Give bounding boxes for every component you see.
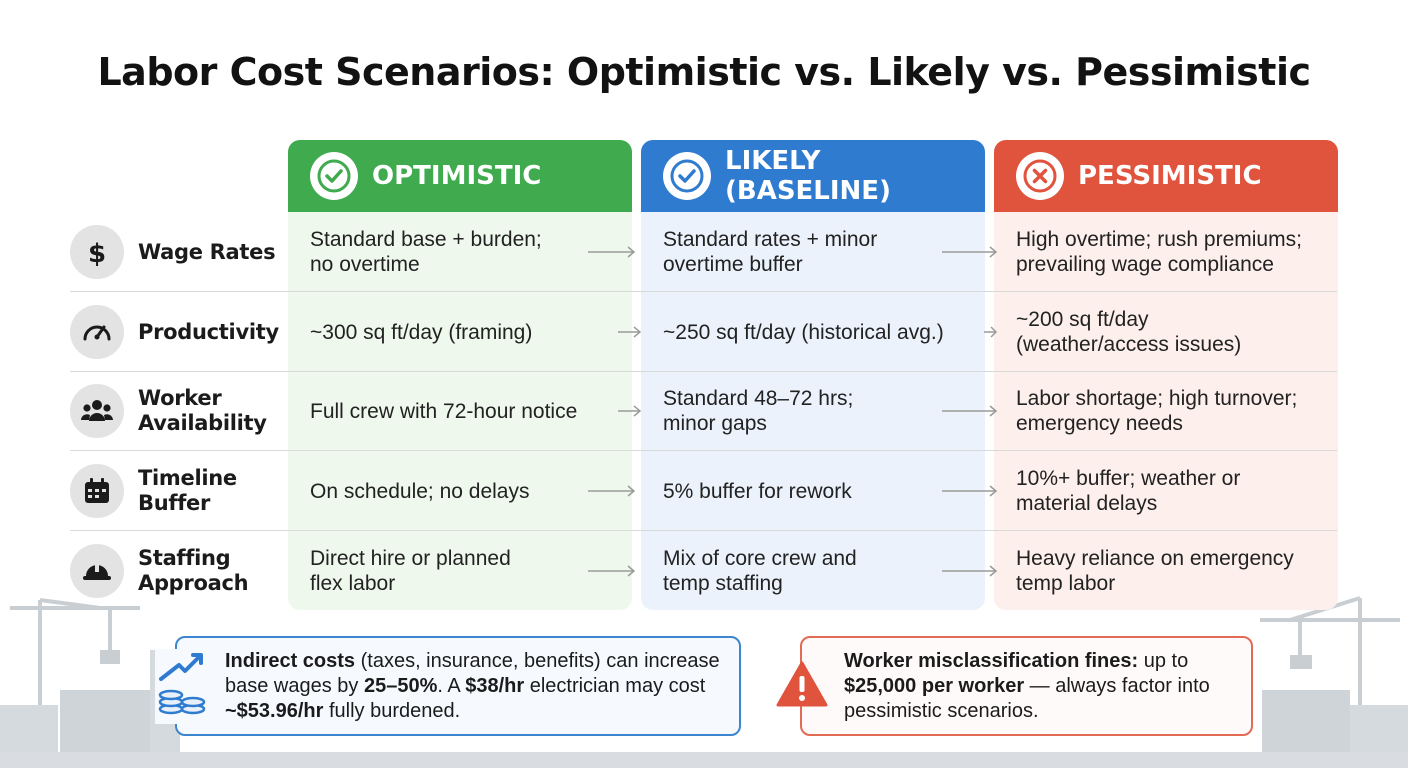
optimistic-cell: Standard base + burden; no overtime [310,228,542,276]
pessimistic-cell: ~200 sq ft/day (weather/access issues) [1016,308,1242,356]
row-label-text: Wage Rates [138,239,276,264]
row-label-text: Staffing Approach [138,546,249,595]
optimistic-cell: ~300 sq ft/day (framing) [310,320,533,344]
likely-cell: 5% buffer for rework [663,479,852,503]
arrow-right-icon [588,485,636,497]
arrow-right-icon [588,565,636,577]
arrow-right-icon [618,326,642,338]
table-row-wage-rates: $ Wage Rates Standard base + burden; no … [70,212,1337,292]
optimistic-column-background [288,140,632,610]
likely-column-label: LIKELY (BASELINE) [725,146,891,206]
indirect-costs-text-3: electrician may cost [524,674,706,697]
row-label-text: Worker Availability [138,386,267,435]
likely-cell: Standard rates + minor overtime buffer [663,228,878,276]
row-label-text: Timeline Buffer [138,466,237,515]
row-divider [70,371,1337,372]
speedometer-icon [70,305,124,359]
arrow-right-icon [942,565,998,577]
row-label: Staffing Approach [70,531,280,611]
row-label: Productivity [70,292,280,372]
row-label: Worker Availability [70,371,280,451]
optimistic-cell: Full crew with 72-hour notice [310,399,578,423]
misclassification-text: Worker misclassification fines: up to $2… [844,649,1251,724]
row-divider [70,450,1337,451]
people-icon [70,384,124,438]
likely-column-header: LIKELY (BASELINE) [641,140,985,212]
arrow-right-icon [618,405,642,417]
arrow-right-icon [942,405,998,417]
optimistic-column-label: OPTIMISTIC [372,161,542,191]
base-rate: $38/hr [465,674,525,697]
calendar-icon [70,464,124,518]
likely-cell: Mix of core crew and temp staffing [663,547,857,595]
pessimistic-cell: Labor shortage; high turnover; emergency… [1016,387,1298,435]
row-divider [70,530,1337,531]
burdened-rate: ~$53.96/hr [225,699,324,722]
row-divider [70,291,1337,292]
page-title: Labor Cost Scenarios: Optimistic vs. Lik… [97,50,1311,94]
table-row-productivity: Productivity ~300 sq ft/day (framing) ~2… [70,292,1337,372]
arrow-right-icon [942,485,998,497]
x-circle-icon [1016,152,1064,200]
optimistic-cell: On schedule; no delays [310,479,530,503]
svg-text:$: $ [88,239,106,267]
indirect-costs-text-1: (taxes, insurance, benefits) can increas… [225,649,720,697]
arrow-right-icon [984,326,998,338]
misclassification-warning-callout: Worker misclassification fines: up to $2… [776,636,1253,736]
check-circle-icon [663,152,711,200]
optimistic-cell: Direct hire or planned flex labor [310,547,511,595]
indirect-costs-percent: 25–50% [363,674,438,697]
table-row-timeline-buffer: Timeline Buffer On schedule; no delays 5… [70,451,1337,531]
row-label: $ Wage Rates [70,212,280,292]
table-row-worker-availability: Worker Availability Full crew with 72-ho… [70,371,1337,451]
pessimistic-column-header: PESSIMISTIC [994,140,1338,212]
indirect-costs-text-2: . A [437,674,466,697]
row-label-text: Productivity [138,319,279,344]
optimistic-column-header: OPTIMISTIC [288,140,632,212]
misclassification-text-2: — always factor into pessimistic scenari… [844,674,1210,722]
misclassification-text-1: up to [1138,649,1189,672]
arrow-right-icon [588,246,636,258]
warning-icon [776,660,828,713]
hard-hat-icon [70,544,124,598]
coins-growth-icon [155,648,211,724]
dollar-icon: $ [70,225,124,279]
indirect-costs-text: Indirect costs (taxes, insurance, benefi… [225,649,739,724]
pessimistic-column-label: PESSIMISTIC [1078,161,1262,191]
likely-column-background [641,140,985,610]
row-label: Timeline Buffer [70,451,280,531]
arrow-right-icon [942,246,998,258]
indirect-costs-text-4: fully burdened. [323,699,461,722]
check-circle-icon [310,152,358,200]
pessimistic-cell: High overtime; rush premiums; prevailing… [1016,228,1302,276]
indirect-costs-callout: Indirect costs (taxes, insurance, benefi… [155,636,741,736]
likely-cell: Standard 48–72 hrs; minor gaps [663,387,854,435]
likely-cell: ~250 sq ft/day (historical avg.) [663,320,944,344]
indirect-costs-bold: Indirect costs [225,649,356,672]
pessimistic-cell: 10%+ buffer; weather or material delays [1016,467,1241,515]
pessimistic-cell: Heavy reliance on emergency temp labor [1016,547,1294,595]
table-row-staffing-approach: Staffing Approach Direct hire or planned… [70,531,1337,611]
pessimistic-column-background [994,140,1338,610]
misclassification-bold: Worker misclassification fines: [844,649,1139,672]
fine-amount: $25,000 per worker [844,674,1025,697]
